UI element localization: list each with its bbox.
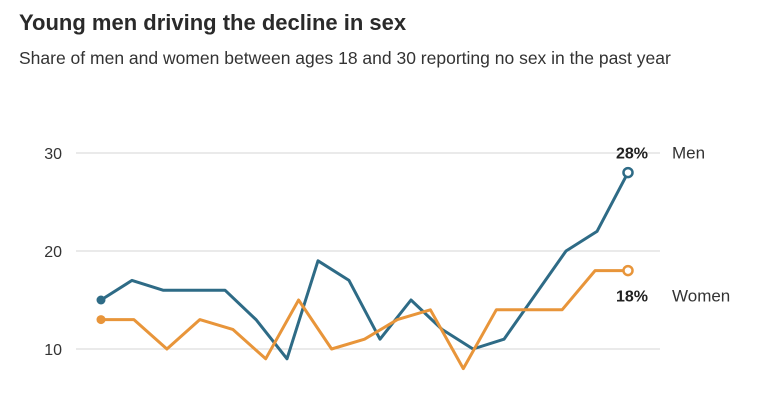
men-series-label: Men <box>672 144 705 163</box>
y-tick-label: 10 <box>44 342 62 359</box>
y-tick-label: 20 <box>44 244 62 261</box>
men-end-point <box>622 166 634 179</box>
women-series-label: Women <box>672 287 730 306</box>
men-end-value-label: 28% <box>616 146 648 163</box>
chart-title: Young men driving the decline in sex <box>19 10 407 35</box>
y-tick-label: 30 <box>44 146 62 163</box>
women-line <box>99 269 630 371</box>
women-end-value-label: 18% <box>616 289 648 306</box>
chart-subtitle: Share of men and women between ages 18 a… <box>19 48 671 68</box>
men-line <box>99 171 630 361</box>
men-start-point <box>96 295 106 305</box>
women-start-point <box>96 315 106 325</box>
women-end-point <box>622 264 634 277</box>
